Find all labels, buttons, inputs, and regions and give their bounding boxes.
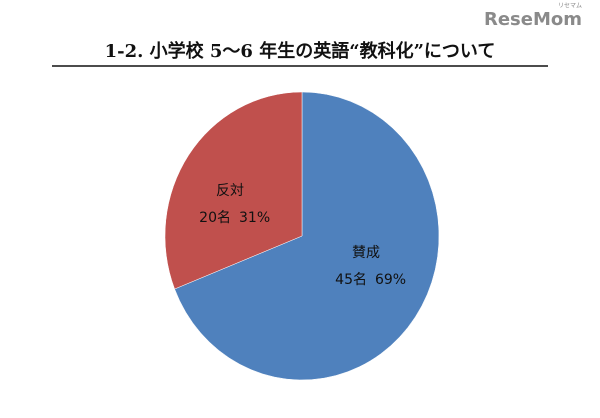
- watermark-sub: リセマム: [558, 3, 582, 10]
- slice-value-label: 31%: [239, 210, 270, 226]
- slice-category: 反対: [216, 183, 244, 199]
- chart-title: 1-2. 小学校 5～6 年生の英語“教科化”について: [105, 40, 496, 62]
- slice-count: 20名: [199, 210, 231, 226]
- pie-slice: [174, 91, 440, 381]
- slice-count: 45名: [335, 272, 367, 288]
- slice-value-label: 69%: [375, 272, 406, 288]
- pie-slice: [164, 91, 303, 290]
- slice-category: 賛成: [352, 245, 380, 261]
- watermark: ReseMom: [484, 9, 582, 30]
